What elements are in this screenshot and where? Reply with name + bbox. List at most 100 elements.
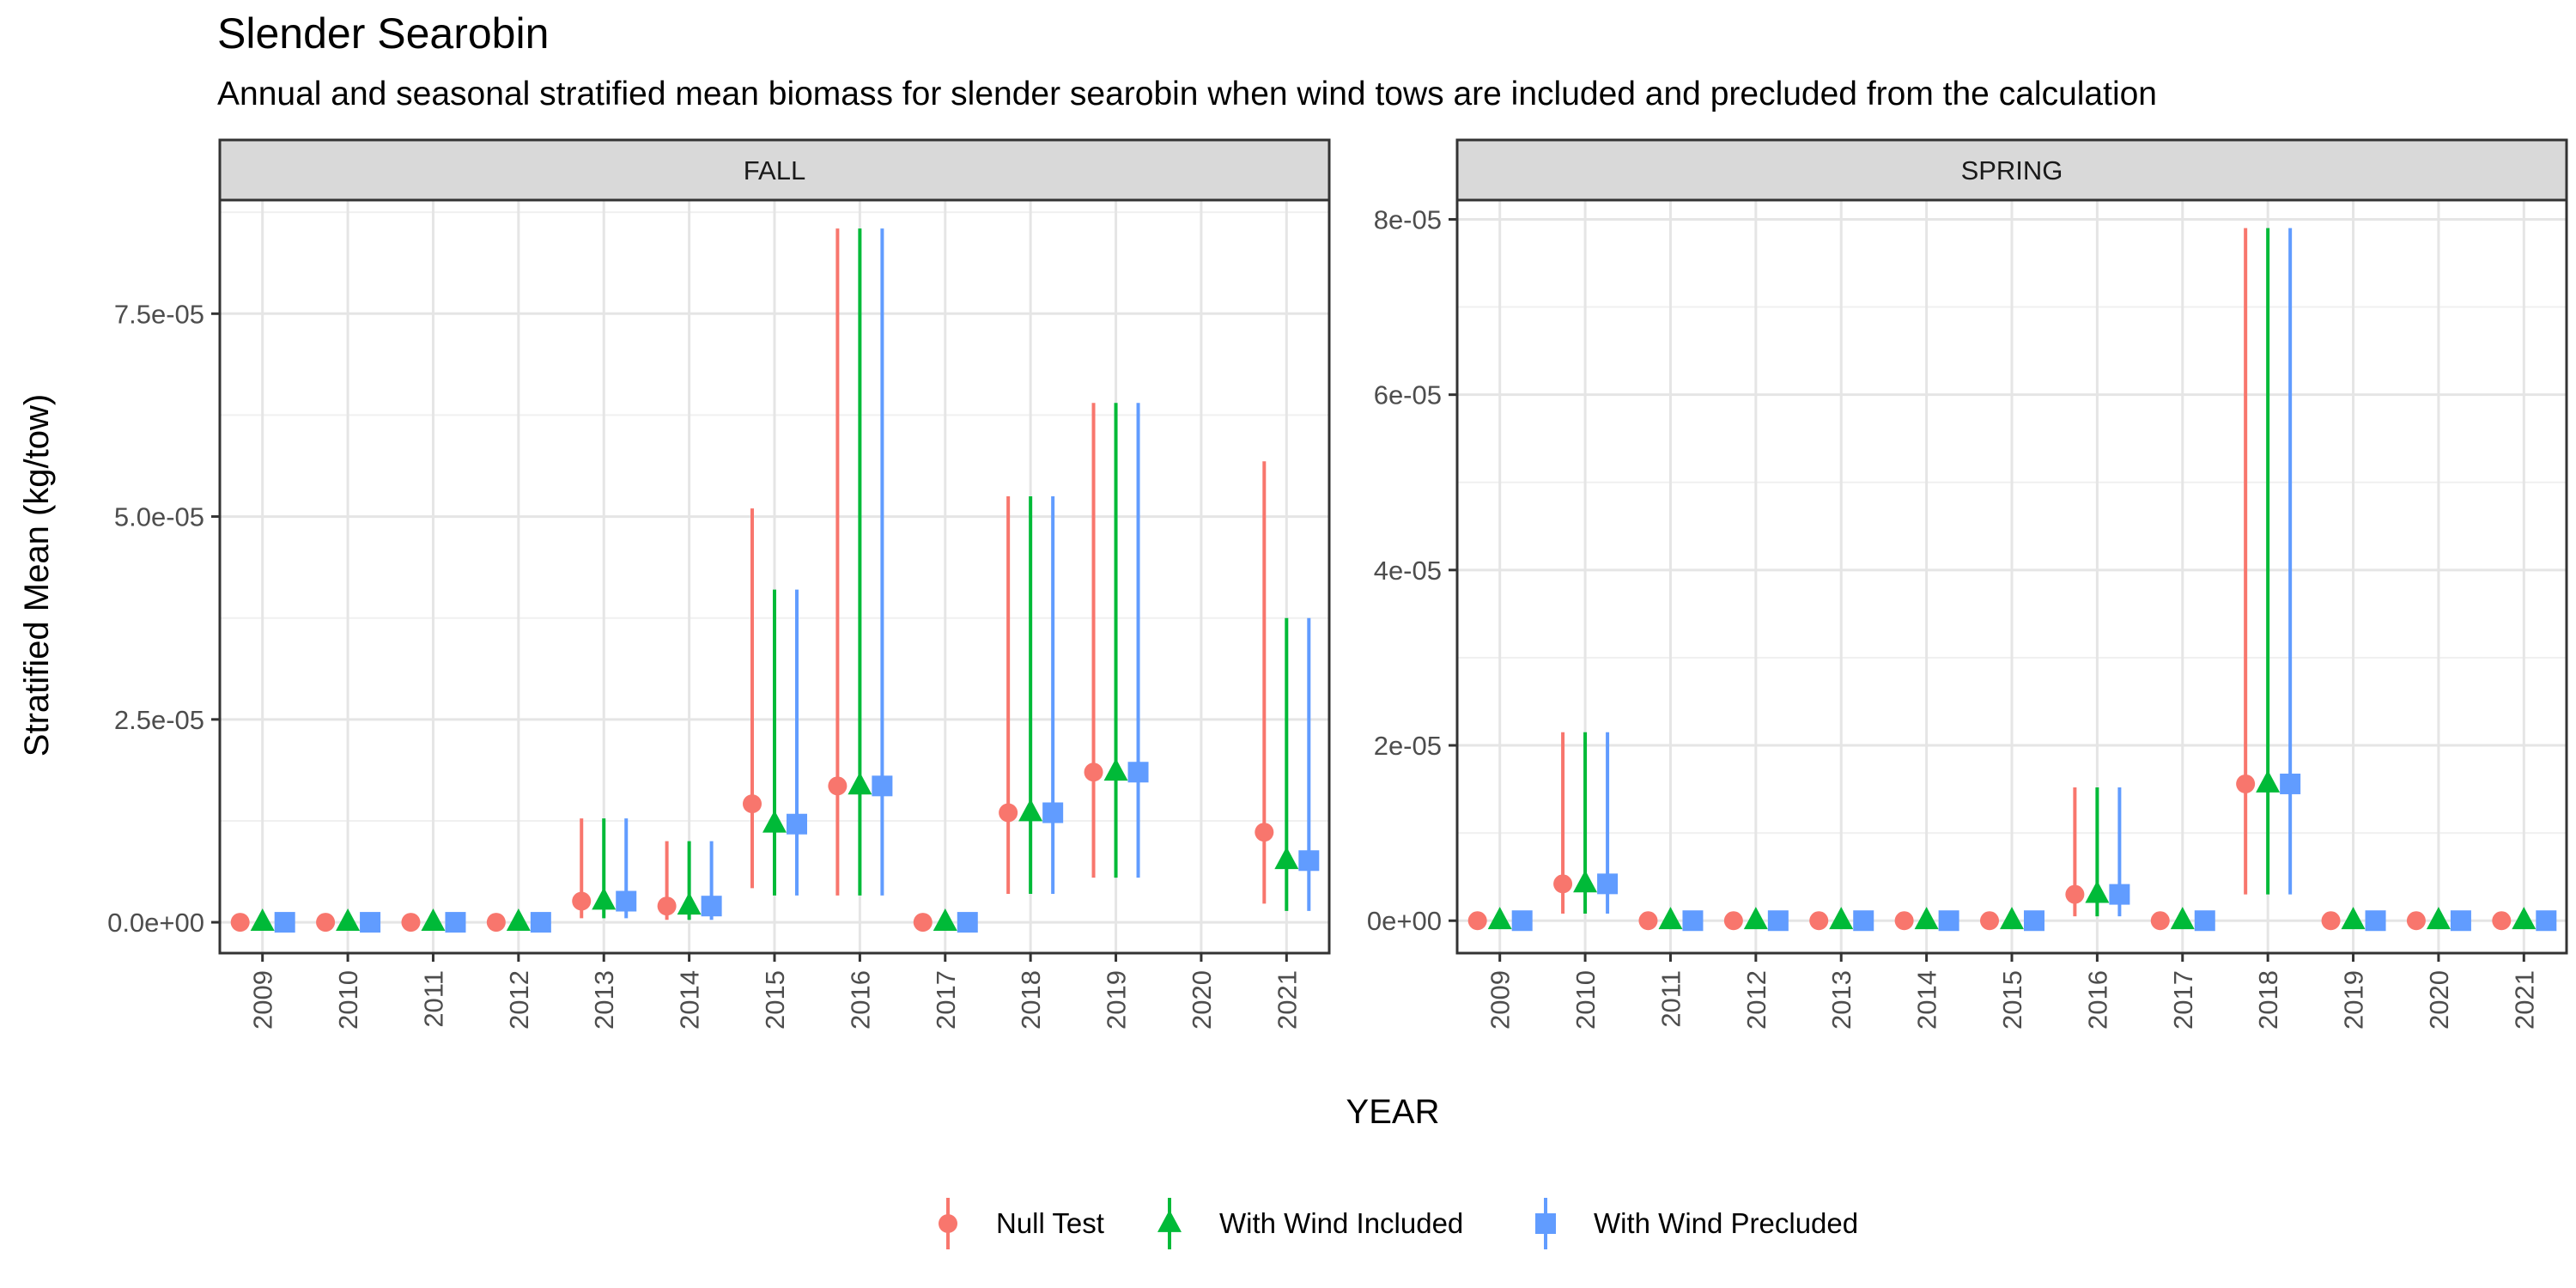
data-point [530, 912, 551, 933]
data-point [1573, 870, 1598, 893]
legend-item: With Wind Included [1157, 1198, 1463, 1249]
facet-strip [1455, 138, 2568, 202]
data-point [872, 775, 893, 797]
legend-item: With Wind Precluded [1535, 1198, 1858, 1249]
data-point [957, 912, 978, 933]
chart-subtitle: Annual and seasonal stratified mean biom… [217, 76, 2157, 112]
x-tick-label: 2017 [2168, 970, 2198, 1030]
data-point [1914, 907, 1939, 930]
data-point [2512, 907, 2537, 930]
legend-label: Null Test [996, 1207, 1104, 1239]
data-point [2085, 880, 2110, 903]
x-tick-label: 2018 [2253, 970, 2283, 1030]
data-point [1487, 907, 1512, 930]
data-point [592, 887, 617, 910]
data-point [787, 813, 807, 835]
data-point [1127, 762, 1149, 783]
data-point [1018, 799, 1043, 822]
data-point [1829, 907, 1854, 930]
x-tick-label: 2016 [2082, 970, 2112, 1030]
data-point [2236, 774, 2256, 793]
x-tick-label: 2012 [1741, 970, 1771, 1030]
x-tick-label: 2014 [1912, 970, 1942, 1030]
data-point [1467, 911, 1487, 931]
data-point [2280, 773, 2301, 794]
y-tick-label: 2.5e-05 [114, 705, 204, 735]
facet-label: FALL [744, 155, 805, 185]
data-point [616, 890, 637, 912]
data-point [360, 912, 381, 933]
legend-label: With Wind Precluded [1594, 1207, 1858, 1239]
panel-spring: SPRING 0e+00 2e-05 4e-05 6e-05 8e-05 2009 2010 2… [1367, 138, 2568, 1030]
data-point [1938, 910, 1959, 932]
x-tick-label: 2013 [589, 970, 619, 1030]
data-point [1511, 910, 1533, 932]
data-point [677, 892, 702, 915]
x-tick-label: 2019 [2339, 970, 2369, 1030]
data-point [2000, 907, 2024, 930]
x-tick-label: 2011 [418, 970, 448, 1028]
legend-item: Null Test [939, 1198, 1104, 1249]
data-point [1597, 873, 1619, 895]
data-point [2194, 910, 2215, 932]
data-point [2024, 910, 2044, 932]
data-point [486, 913, 506, 933]
x-tick-label: 2012 [504, 970, 534, 1030]
facet-label: SPRING [1961, 155, 2063, 185]
data-point [2321, 911, 2341, 931]
data-point [762, 810, 787, 833]
legend: Null Test With Wind Included With Wind Pre… [939, 1198, 1858, 1249]
data-point [2365, 910, 2386, 932]
data-point [2170, 907, 2195, 930]
facet-strip [218, 138, 1331, 202]
data-point [445, 912, 466, 933]
x-tick-label: 2014 [675, 970, 705, 1030]
data-point [2536, 910, 2557, 932]
y-tick-label: 4e-05 [1374, 556, 1442, 586]
legend-label: With Wind Included [1219, 1207, 1463, 1239]
data-point [1042, 802, 1064, 823]
data-point [421, 908, 446, 931]
data-point [2450, 910, 2471, 932]
data-point [2492, 911, 2512, 931]
y-axis-title: Stratified Mean (kg/tow) [18, 394, 56, 756]
x-tick-label: 2010 [333, 970, 363, 1030]
x-tick-label: 2021 [2509, 970, 2539, 1030]
data-point [401, 913, 421, 933]
data-point [274, 912, 295, 933]
x-tick-label: 2011 [1656, 970, 1686, 1028]
data-point [657, 896, 677, 916]
data-point [1723, 911, 1743, 931]
data-point [1255, 823, 1274, 842]
y-tick-label: 0e+00 [1367, 906, 1442, 936]
data-point [250, 908, 275, 931]
data-point [1743, 907, 1768, 930]
data-point [1084, 762, 1103, 782]
y-tick-label: 2e-05 [1374, 731, 1442, 761]
data-point [2256, 769, 2281, 793]
data-point [1853, 910, 1874, 932]
data-point [743, 794, 762, 814]
y-tick-label: 8e-05 [1374, 204, 1442, 234]
legend-key-marker [939, 1214, 957, 1233]
data-point [572, 891, 592, 911]
data-point [1638, 911, 1658, 931]
x-tick-label: 2016 [845, 970, 875, 1030]
data-point [2341, 907, 2366, 930]
x-tick-label: 2009 [248, 970, 278, 1030]
panel-fall: FALL 0.0e+00 2.5e-05 5.0e-05 7.5e-05 2009 2010… [107, 138, 1331, 1030]
chart-title: Slender Searobin [217, 9, 550, 58]
data-point [2109, 884, 2130, 905]
x-tick-label: 2010 [1571, 970, 1601, 1030]
y-tick-label: 6e-05 [1374, 380, 1442, 410]
y-tick-label: 0.0e+00 [107, 908, 204, 938]
data-point [1298, 850, 1320, 872]
data-point [1980, 911, 1999, 931]
data-point [2150, 911, 2170, 931]
legend-key-marker [1535, 1213, 1556, 1234]
x-tick-label: 2018 [1016, 970, 1046, 1030]
data-point [828, 776, 848, 796]
x-tick-label: 2015 [760, 970, 790, 1030]
x-tick-label: 2013 [1826, 970, 1856, 1030]
